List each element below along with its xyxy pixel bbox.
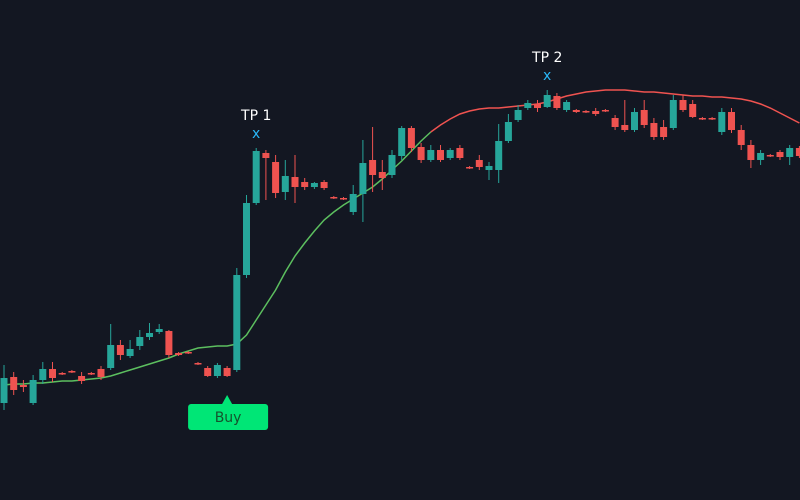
candle-body [398,128,406,156]
candle-body [504,122,512,141]
candle-body [795,148,800,156]
candle-body [155,329,163,332]
candle-body [640,110,648,125]
candle-body [669,100,677,128]
candle-body [776,152,784,157]
candle-body [281,176,289,192]
candle-body [563,102,571,110]
candle-body [437,150,444,160]
candle-body [417,147,425,160]
moving-average-line [430,89,800,133]
candle-body [427,150,435,160]
candle-body [650,123,658,137]
candle-body [19,385,27,387]
candle-body [660,127,668,137]
signal-arrow [222,395,233,404]
annotation-marker: x [252,126,260,142]
candle-body [243,203,250,275]
candle-body [485,166,493,170]
candle-body [29,380,37,403]
candle-body [553,96,561,108]
candle-body [58,373,66,375]
candle-body [78,376,86,381]
candle-body [611,118,619,127]
candle-body [184,352,192,354]
candle-body [514,110,522,120]
candle-body [39,369,47,380]
candle-body [534,104,541,108]
candle-body [388,155,396,175]
candle-body [116,345,124,355]
candle-body [369,160,377,175]
candle-body [747,145,755,160]
candle-body [689,104,697,117]
candle-body [126,349,134,356]
annotation-marker: x [543,68,551,84]
candle-body [320,182,328,188]
candle-body [698,118,706,120]
candle-body [223,368,231,376]
candle-body [301,182,309,187]
candle-body [582,111,590,113]
annotation-label: TP 2 [531,50,562,66]
candle-body [97,369,105,377]
candle-body [146,333,153,337]
signal-box [188,404,269,430]
candle-body [340,198,347,200]
candle-body [737,130,745,145]
candle-body [378,172,386,178]
candle-body [359,163,367,194]
candle-body [165,331,173,355]
candle-body [272,162,280,193]
candle-body [213,365,221,376]
candle-body [456,148,464,158]
candle-body [49,369,56,378]
candle-body [330,197,338,199]
candle-body [252,151,260,203]
candle-body [708,118,716,120]
candle-body [475,160,483,167]
candle-body [601,110,609,112]
candle-body [87,373,95,375]
candle-body [10,377,18,390]
candle-body [349,194,357,212]
candle-body [621,125,629,130]
candle-body [679,100,687,110]
candle-body [136,337,144,346]
candle-body [572,110,580,112]
candle-body [495,141,503,170]
candle-body [786,148,794,157]
candle-body [407,128,415,148]
candle-body [194,363,202,365]
candle-body [68,371,76,373]
candle-body [291,177,299,187]
candle-body [175,353,183,355]
candle-body [107,345,115,368]
candle-body [592,111,600,114]
candle-body [466,167,474,169]
annotation-label: TP 1 [240,108,271,124]
candle-body [524,103,532,108]
candle-body [446,150,454,158]
candle-body [631,112,638,130]
moving-average-line [3,131,432,386]
candle-body [204,368,212,376]
candle-body [543,95,551,107]
candle-body [233,275,241,370]
candle-body [262,153,270,158]
candle-body [757,153,765,160]
candle-body [0,378,8,403]
signal-label: Buy [215,410,242,426]
candle-body [310,183,318,187]
candle-body [766,155,774,157]
candle-body [718,112,726,132]
candle-body [728,112,735,130]
